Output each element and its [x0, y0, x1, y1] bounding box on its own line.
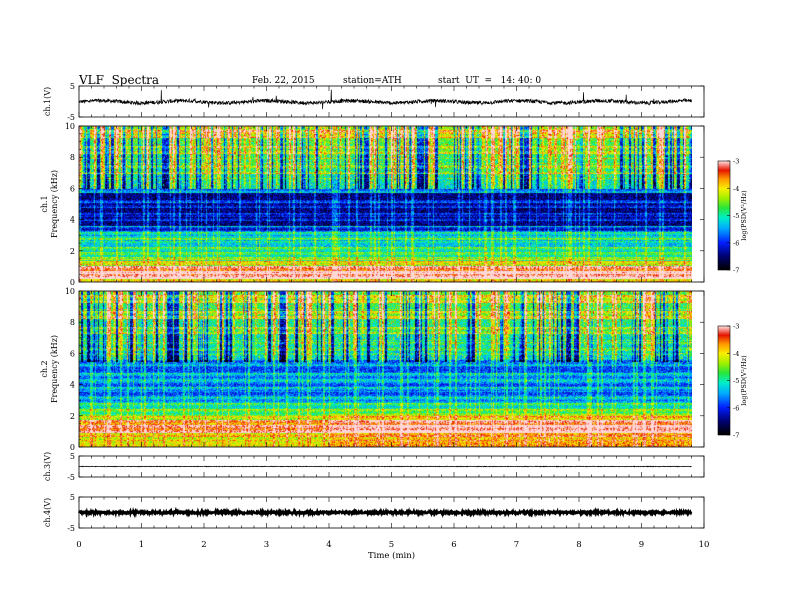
date-label: Feb. 22, 2015	[252, 76, 315, 86]
y-label-ch1: ch.1(V)	[43, 87, 52, 116]
x-tick-label: 7	[514, 540, 519, 550]
colorbar-label-ch1: log(PSD(V²/Hz)	[740, 190, 748, 241]
y-tick-label: 5	[70, 493, 75, 502]
chart-title: VLF Spectra	[79, 73, 160, 87]
y-tick-label: 2	[70, 412, 75, 421]
x-tick-label: 1	[139, 540, 144, 550]
colorbar-tick-label-ch1: -4	[733, 185, 739, 193]
x-tick-label: 6	[451, 540, 456, 550]
x-axis-label: Time (min)	[368, 550, 415, 561]
waveform-ch1	[78, 89, 692, 110]
y-label-ch2: ch.2	[40, 360, 49, 377]
x-tick-label: 4	[326, 540, 331, 550]
station-label: station=ATH	[343, 76, 402, 86]
spectrogram-ch2	[79, 291, 692, 447]
waveform-ch3	[78, 465, 692, 468]
colorbar-tick-label-ch1: -7	[733, 267, 739, 275]
y-label-ch4: ch.4(V)	[43, 498, 52, 527]
y-tick-label: 0	[70, 278, 75, 287]
colorbar-tick-label-ch2: -7	[733, 432, 739, 440]
y-tick-label: 10	[65, 287, 75, 296]
x-tick-label: 10	[699, 540, 710, 550]
colorbar-label-ch2: log(PSD(V²/Hz)	[740, 355, 748, 406]
colorbar-tick-label-ch2: -5	[733, 377, 739, 385]
start-time-label: start UT = 14: 40: 0	[438, 76, 542, 86]
x-tick-label: 5	[389, 540, 394, 550]
colorbar-tick-label-ch2: -4	[733, 350, 739, 358]
colorbar-tick-label-ch1: -5	[733, 212, 739, 220]
y-tick-label: 6	[70, 349, 75, 358]
y-tick-label: 4	[70, 381, 75, 390]
y-tick-label: 5	[70, 82, 75, 91]
y-tick-label: 8	[70, 318, 75, 327]
x-tick-label: 3	[264, 540, 269, 550]
colorbar-tick-label-ch2: -3	[733, 323, 739, 331]
y-label-freq-ch2: Frequency (kHz)	[50, 335, 59, 403]
waveform-ch4	[77, 506, 693, 519]
y-label-ch1: ch.1	[40, 195, 49, 212]
x-tick-label: 2	[201, 540, 206, 550]
y-tick-label: -5	[67, 524, 75, 533]
y-tick-label: 5	[70, 452, 75, 461]
x-tick-label: 0	[76, 540, 81, 550]
colorbar-tick-label-ch1: -6	[733, 239, 739, 247]
x-tick-label: 8	[576, 540, 581, 550]
x-tick-label: 9	[639, 540, 644, 550]
y-tick-label: 4	[70, 216, 75, 225]
spectrogram-ch1	[79, 126, 692, 282]
y-tick-label: 2	[70, 247, 75, 256]
y-tick-label: 6	[70, 184, 75, 193]
colorbar-tick-label-ch2: -6	[733, 404, 739, 412]
y-tick-label: -5	[67, 113, 75, 122]
y-tick-label: 0	[70, 443, 75, 452]
colorbar-tick-label-ch1: -3	[733, 158, 739, 166]
y-tick-label: -5	[67, 473, 75, 482]
y-label-freq-ch1: Frequency (kHz)	[50, 170, 59, 238]
y-tick-label: 10	[65, 122, 75, 131]
y-tick-label: 8	[70, 153, 75, 162]
y-label-ch3: ch.3(V)	[43, 452, 52, 481]
